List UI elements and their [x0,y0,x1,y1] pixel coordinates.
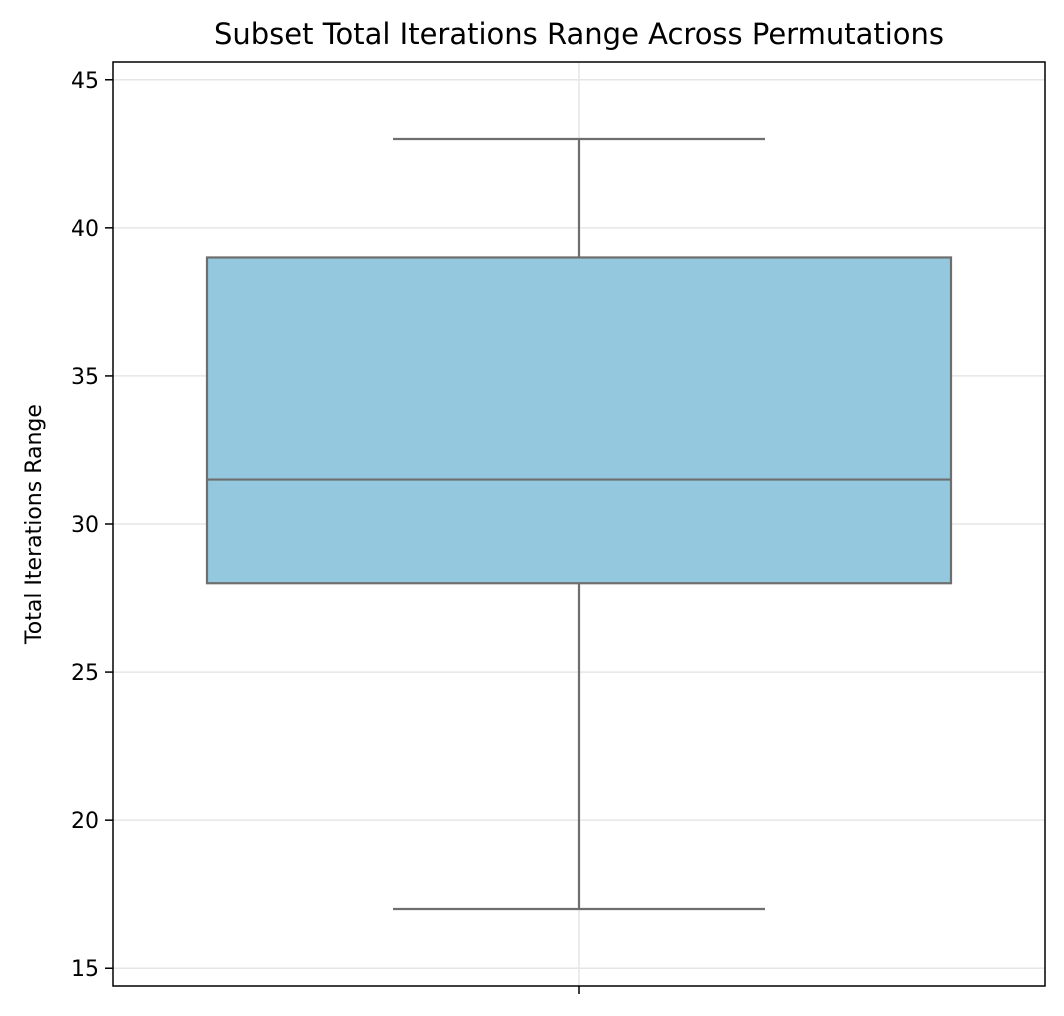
chart-title: Subset Total Iterations Range Across Per… [214,17,944,51]
y-tick-label: 15 [71,957,99,982]
y-tick-label: 20 [71,809,99,834]
box-body [205,256,953,585]
box-plot [205,137,953,911]
y-axis-ticks: 15 20 25 30 35 40 45 [71,69,113,982]
y-tick-label: 40 [71,217,99,242]
y-tick-label: 35 [71,365,99,390]
y-tick-label: 45 [71,69,99,94]
y-tick-label: 25 [71,661,99,686]
y-axis-label: Total Iterations Range [22,404,47,645]
y-tick-label: 30 [71,513,99,538]
